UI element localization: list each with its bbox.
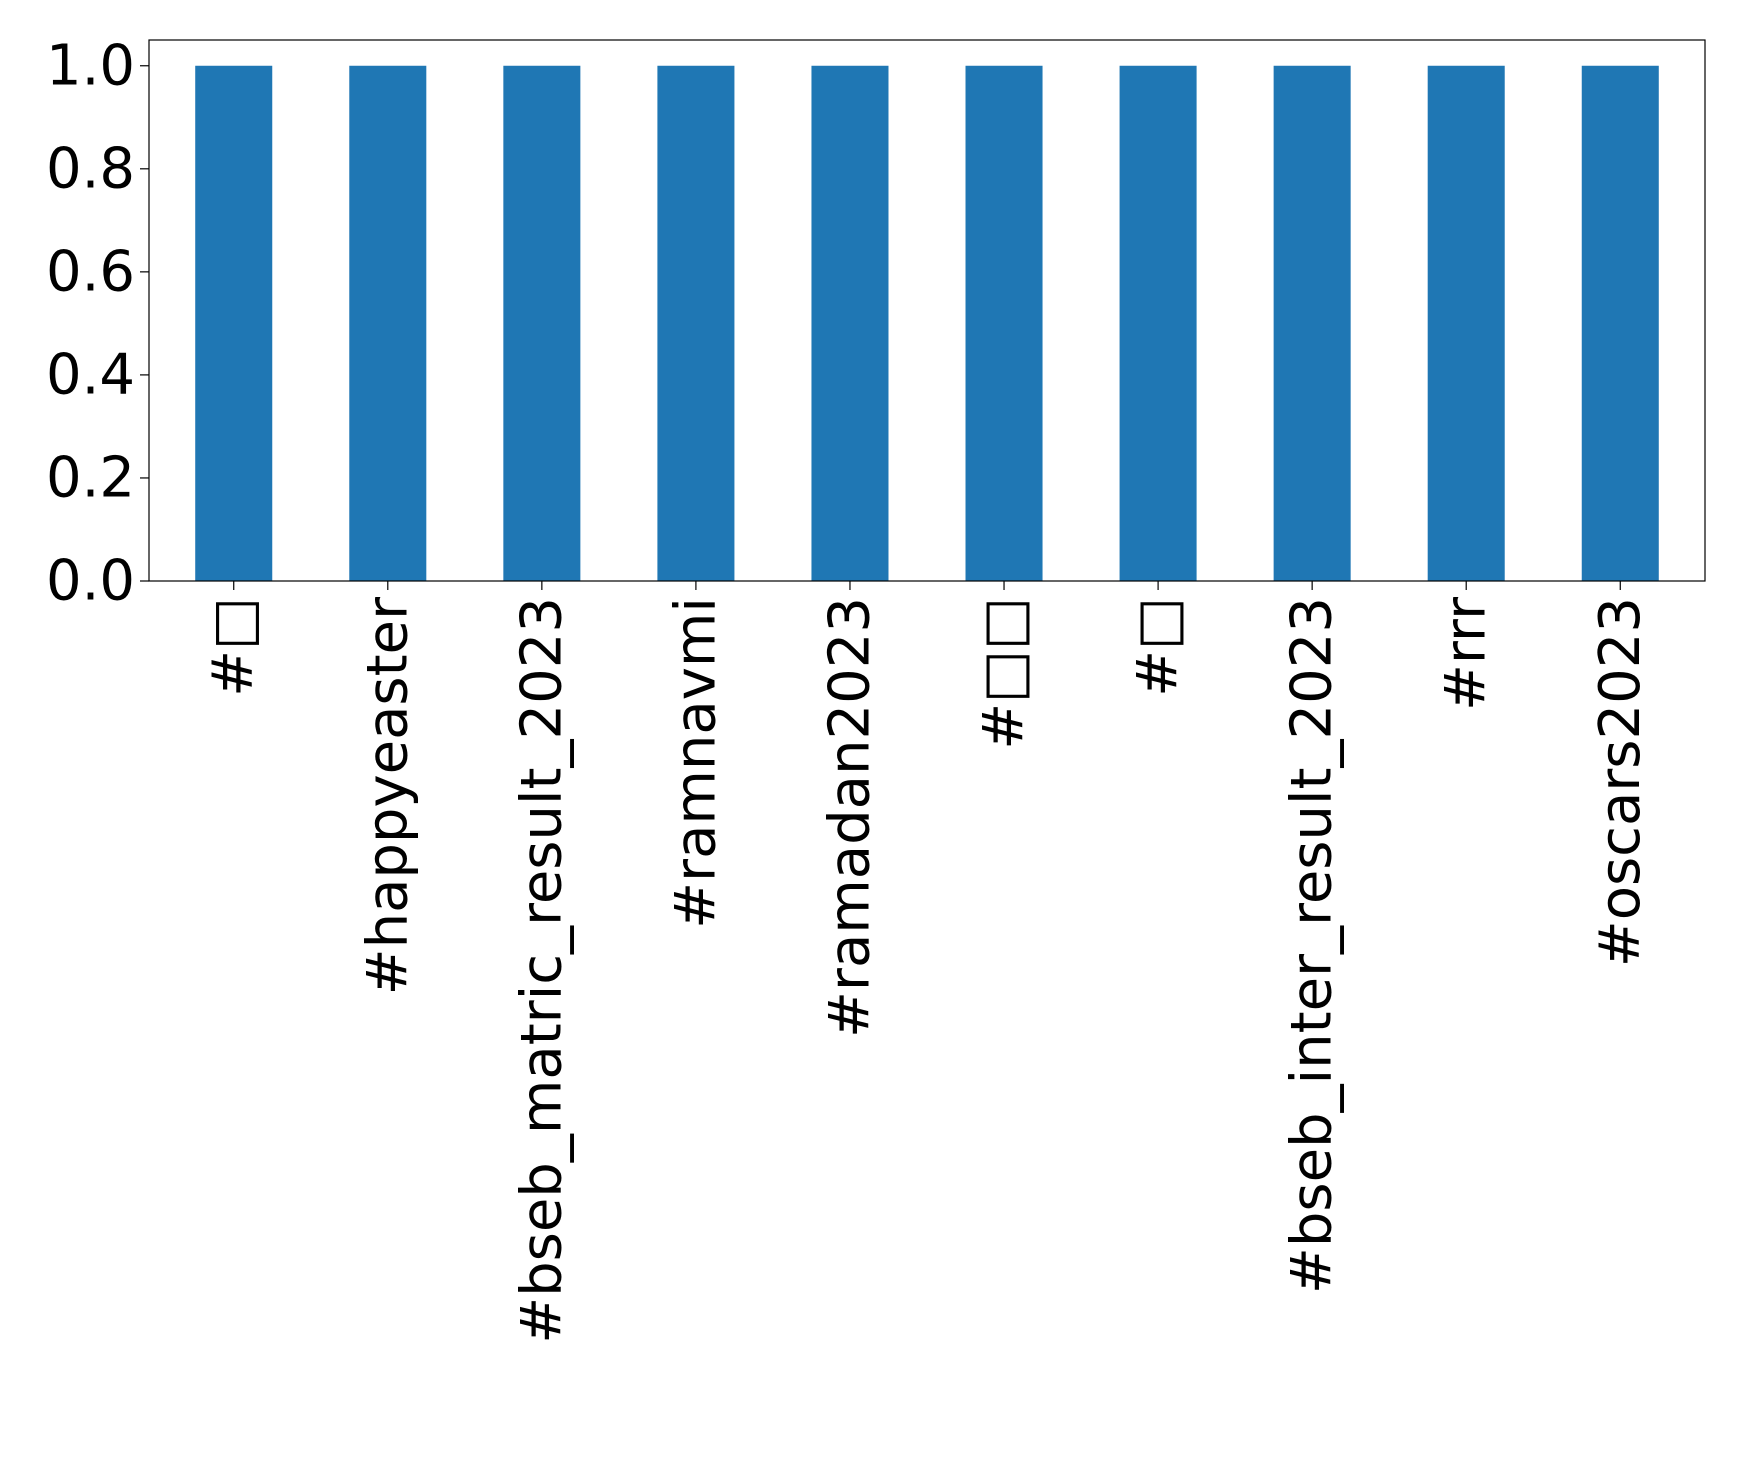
bar	[1273, 65, 1351, 581]
bar	[1119, 65, 1197, 581]
x-tick-label: #□	[201, 597, 266, 697]
x-axis: #□ #happyeaster #bseb_matric_result_2023 #r…	[201, 581, 1653, 1344]
bar	[965, 65, 1043, 581]
x-tick-label: #bseb_matric_result_2023	[509, 597, 574, 1344]
x-tick-label: #ramnavmi	[663, 597, 728, 929]
bar	[1427, 65, 1505, 581]
x-tick-label: #oscars2023	[1588, 597, 1653, 967]
bar	[349, 65, 427, 581]
bars-group	[195, 65, 1659, 581]
y-tick-label: 0.6	[46, 239, 135, 304]
y-tick-label: 1.0	[46, 33, 135, 98]
x-tick-label: #happyeaster	[355, 596, 420, 995]
y-axis: 0.0 0.2 0.4 0.6 0.8 1.0	[46, 33, 149, 614]
y-tick-label: 0.8	[46, 136, 135, 201]
bar	[811, 65, 889, 581]
x-tick-label: #□	[1126, 597, 1191, 697]
bar	[657, 65, 735, 581]
y-tick-label: 0.2	[46, 445, 135, 510]
bar	[195, 65, 273, 581]
x-tick-label: #bseb_inter_result_2023	[1280, 597, 1345, 1294]
bar	[503, 65, 581, 581]
y-tick-label: 0.4	[46, 342, 135, 407]
plot-frame	[148, 39, 1706, 582]
bar	[1581, 65, 1659, 581]
x-tick-label: #□□	[972, 597, 1037, 750]
x-tick-label: #rrr	[1434, 596, 1499, 711]
y-tick-label: 0.0	[46, 549, 135, 614]
x-tick-label: #ramadan2023	[817, 597, 882, 1038]
